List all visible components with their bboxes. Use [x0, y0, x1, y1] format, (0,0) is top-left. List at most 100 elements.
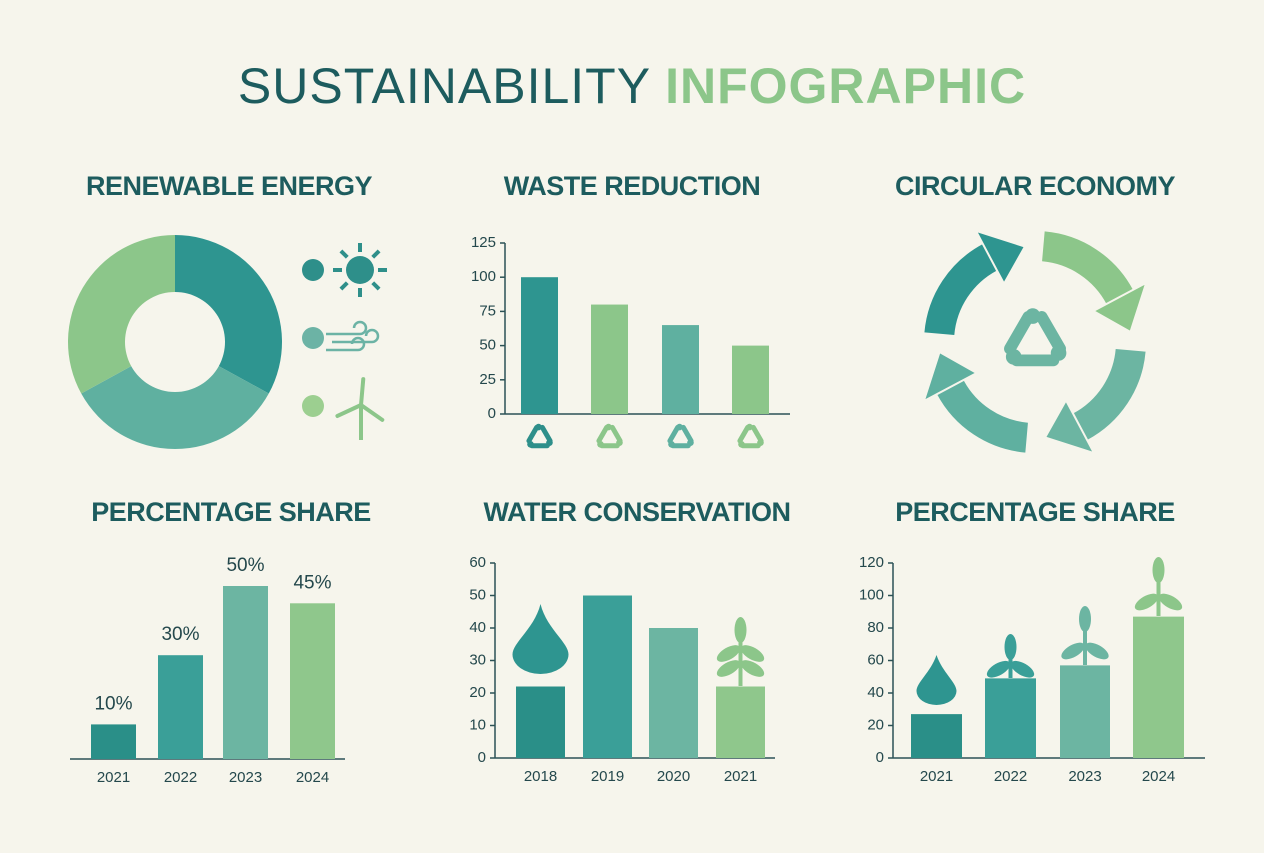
- recycle-icon: [1035, 311, 1066, 355]
- bar: [1133, 616, 1184, 758]
- x-tick-label: 2021: [920, 768, 953, 785]
- recycle-icon: [750, 424, 764, 444]
- recycle-icon: [680, 424, 694, 444]
- bar: [158, 655, 203, 759]
- bar: [521, 277, 558, 414]
- chart-title: PERCENTAGE SHARE: [895, 497, 1175, 527]
- y-tick-label: 75: [479, 302, 496, 319]
- chart-title: RENEWABLE ENERGY: [86, 171, 373, 201]
- recycle-icon: [737, 424, 751, 444]
- bar: [732, 345, 769, 414]
- x-tick-label: 2018: [524, 768, 557, 785]
- y-tick-label: 20: [867, 716, 884, 733]
- bar: [91, 724, 136, 759]
- leaf: [1004, 634, 1017, 660]
- x-tick-label: 2022: [164, 769, 197, 786]
- leaf: [1061, 642, 1085, 660]
- y-tick-label: 20: [469, 684, 486, 701]
- sun-ray: [339, 281, 349, 291]
- leaf: [1152, 557, 1165, 583]
- leaf: [1134, 593, 1159, 611]
- y-tick-label: 10: [469, 716, 486, 733]
- bar: [290, 603, 335, 759]
- bar: [583, 595, 632, 758]
- donut-segment: [68, 235, 175, 394]
- recycle-icon: [746, 423, 753, 431]
- chart-title: WATER CONSERVATION: [483, 497, 790, 527]
- x-tick-label: 2024: [1142, 768, 1175, 785]
- y-tick-label: 120: [859, 554, 884, 571]
- cycle-arrowhead: [973, 229, 1027, 286]
- x-tick-label: 2022: [994, 768, 1027, 785]
- sun-ray: [371, 281, 381, 291]
- y-tick-label: 25: [479, 371, 496, 388]
- leaf: [1085, 642, 1109, 660]
- turbine-blade: [359, 377, 366, 407]
- recycle-icon: [609, 424, 623, 444]
- recycle-icon: [676, 423, 683, 431]
- leaf: [740, 660, 765, 677]
- leaf: [716, 660, 741, 677]
- value-label: 30%: [161, 624, 199, 645]
- leaf: [1158, 593, 1183, 611]
- y-tick-label: 30: [469, 651, 486, 668]
- donut-segment: [175, 235, 282, 394]
- leaf: [716, 645, 741, 662]
- chart-title: WASTE REDUCTION: [504, 171, 761, 201]
- recycle-icon: [605, 423, 612, 431]
- leaf: [1010, 660, 1035, 678]
- cycle-arc: [1041, 231, 1134, 305]
- leaf: [740, 645, 765, 662]
- legend-dot: [302, 395, 324, 417]
- turbine-blade: [359, 403, 385, 422]
- drop-icon: [512, 604, 569, 675]
- y-tick-label: 60: [867, 651, 884, 668]
- y-tick-label: 0: [876, 749, 884, 766]
- bar: [1060, 665, 1110, 758]
- x-tick-label: 2023: [229, 769, 262, 786]
- x-tick-label: 2021: [724, 768, 757, 785]
- value-label: 10%: [94, 693, 132, 714]
- legend-dot: [302, 259, 324, 281]
- sun-ray: [339, 249, 349, 259]
- cycle-arrowhead: [1043, 398, 1097, 455]
- recycle-icon: [539, 424, 553, 444]
- recycle-icon: [535, 423, 542, 431]
- turbine-blade: [335, 403, 363, 418]
- y-tick-label: 0: [488, 405, 496, 422]
- recycle-icon: [526, 424, 540, 444]
- bar: [662, 325, 699, 414]
- recycle-icon: [1004, 311, 1035, 355]
- recycle-icon: [667, 424, 681, 444]
- x-tick-label: 2019: [591, 768, 624, 785]
- bar: [716, 686, 765, 758]
- bar: [985, 678, 1036, 758]
- x-tick-label: 2023: [1068, 768, 1101, 785]
- x-tick-label: 2020: [657, 768, 690, 785]
- legend-dot: [302, 327, 324, 349]
- leaf: [734, 617, 747, 643]
- y-tick-label: 100: [471, 268, 496, 285]
- wind-icon: [332, 328, 380, 344]
- title-main: SUSTAINABILITY: [238, 58, 651, 114]
- cycle-arrowhead: [922, 350, 979, 404]
- cycle-arc: [924, 243, 998, 336]
- bar: [223, 586, 268, 759]
- y-tick-label: 40: [867, 684, 884, 701]
- y-tick-label: 50: [479, 337, 496, 354]
- sun-ray: [371, 249, 381, 259]
- recycle-icon: [1024, 308, 1041, 324]
- value-label: 45%: [293, 572, 331, 593]
- cycle-arrowhead: [1091, 280, 1148, 334]
- donut-segment: [81, 366, 269, 449]
- chart-title: CIRCULAR ECONOMY: [895, 171, 1175, 201]
- wind-icon: [326, 320, 368, 336]
- title-accent: INFOGRAPHIC: [665, 58, 1026, 114]
- cycle-arc: [1072, 348, 1146, 441]
- y-tick-label: 125: [471, 234, 496, 251]
- chart-title: PERCENTAGE SHARE: [91, 497, 371, 527]
- x-tick-label: 2021: [97, 769, 130, 786]
- page-title: SUSTAINABILITY INFOGRAPHIC: [238, 58, 1026, 114]
- bar: [516, 686, 565, 758]
- y-tick-label: 50: [469, 586, 486, 603]
